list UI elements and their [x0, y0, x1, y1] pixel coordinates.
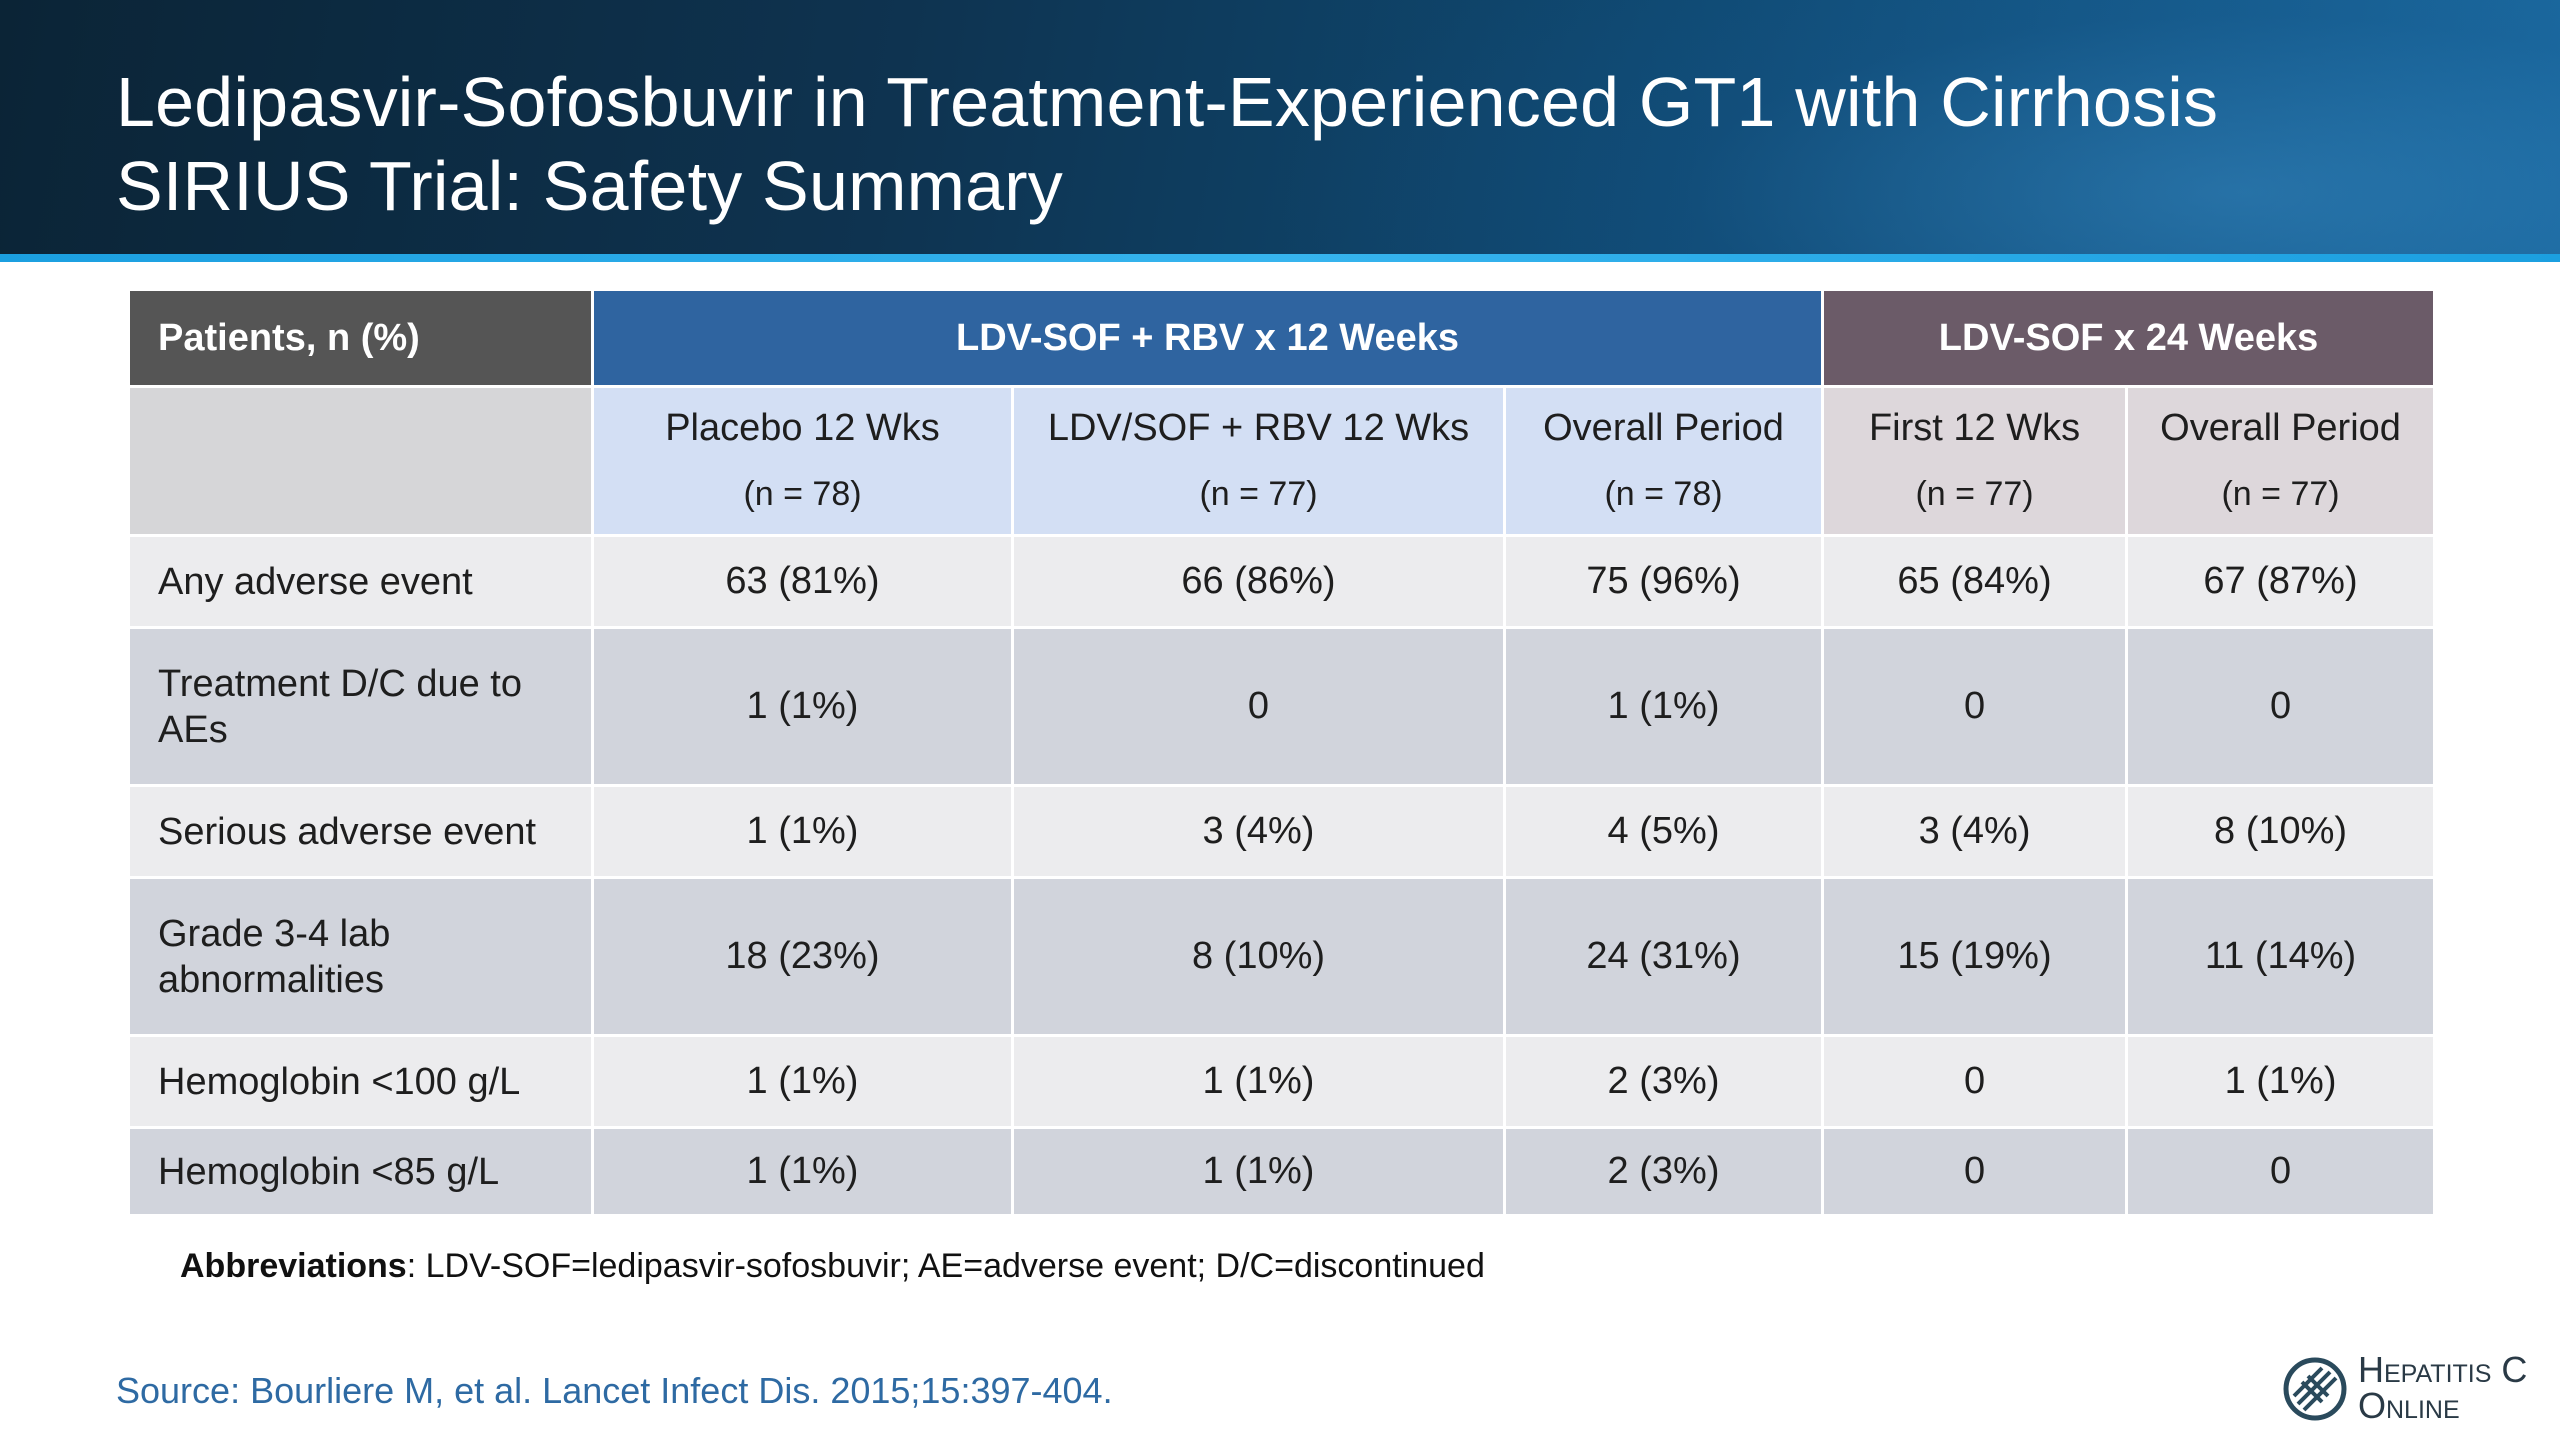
column-header-n: (n = 77)	[2221, 475, 2340, 513]
table-cell: 1 (1%)	[591, 784, 1014, 879]
table-row: Hemoglobin <85 g/L 1 (1%) 1 (1%) 2 (3%) …	[127, 1126, 2437, 1217]
table-cell: 3 (4%)	[1011, 784, 1506, 879]
hepatitis-c-online-logo-icon	[2283, 1357, 2347, 1421]
table-row: Any adverse event 63 (81%) 66 (86%) 75 (…	[127, 534, 2437, 629]
abbreviations-note: Abbreviations: LDV-SOF=ledipasvir-sofosb…	[180, 1247, 1485, 1286]
table-cell: 2 (3%)	[1502, 1034, 1825, 1129]
table-cell: 1 (1%)	[591, 1126, 1014, 1217]
column-header-ldv-sof-rbv-12-wks: LDV/SOF + RBV 12 Wks (n = 77)	[1011, 385, 1506, 537]
column-header-first-12-wks: First 12 Wks (n = 77)	[1821, 385, 2129, 537]
table-row: Grade 3-4 lab abnormalities 18 (23%) 8 (…	[127, 876, 2437, 1037]
column-header-n: (n = 77)	[1199, 475, 1318, 513]
table-cell: 66 (86%)	[1011, 534, 1506, 629]
column-header-label: Overall Period	[1543, 407, 1784, 449]
abbreviations-text: : LDV-SOF=ledipasvir-sofosbuvir; AE=adve…	[406, 1247, 1485, 1285]
table-row: Treatment D/C due to AEs 1 (1%) 0 1 (1%)…	[127, 626, 2437, 787]
column-header-placebo-12-wks: Placebo 12 Wks (n = 78)	[591, 385, 1014, 537]
column-header-overall-period-group2: Overall Period (n = 77)	[2125, 385, 2437, 537]
column-header-label: Overall Period	[2160, 407, 2401, 449]
table-cell: 1 (1%)	[1011, 1126, 1506, 1217]
table-cell: 15 (19%)	[1821, 876, 2129, 1037]
column-header-label: Placebo 12 Wks	[665, 407, 940, 449]
logo-line-2: Online	[2358, 1385, 2460, 1426]
logo-line-1: Hepatitis C	[2358, 1349, 2528, 1390]
table-cell: 1 (1%)	[1502, 626, 1825, 787]
row-label: Hemoglobin <100 g/L	[127, 1034, 594, 1129]
table-cell: 0	[2125, 626, 2437, 787]
table-cell: 1 (1%)	[2125, 1034, 2437, 1129]
safety-summary-table: Patients, n (%) LDV-SOF + RBV x 12 Weeks…	[127, 288, 2437, 1217]
row-label: Hemoglobin <85 g/L	[127, 1126, 594, 1217]
slide-title-line-2: SIRIUS Trial: Safety Summary	[116, 147, 1063, 225]
table-cell: 1 (1%)	[1011, 1034, 1506, 1129]
slide-title-line-1: Ledipasvir-Sofosbuvir in Treatment-Exper…	[116, 63, 2219, 141]
row-label: Any adverse event	[127, 534, 594, 629]
table-cell: 3 (4%)	[1821, 784, 2129, 879]
slide-title: Ledipasvir-Sofosbuvir in Treatment-Exper…	[116, 60, 2218, 228]
table-cell: 8 (10%)	[2125, 784, 2437, 879]
corner-header: Patients, n (%)	[127, 288, 594, 388]
table-cell: 0	[1821, 1126, 2129, 1217]
table-cell: 4 (5%)	[1502, 784, 1825, 879]
table-cell: 67 (87%)	[2125, 534, 2437, 629]
subheader-empty-cell	[127, 385, 594, 537]
table-cell: 0	[1011, 626, 1506, 787]
table-cell: 1 (1%)	[591, 1034, 1014, 1129]
row-label: Serious adverse event	[127, 784, 594, 879]
table-cell: 75 (96%)	[1502, 534, 1825, 629]
abbreviations-label: Abbreviations	[180, 1247, 407, 1285]
source-citation: Source: Bourliere M, et al. Lancet Infec…	[116, 1370, 1113, 1411]
column-header-label: First 12 Wks	[1868, 407, 2081, 449]
table-row: Hemoglobin <100 g/L 1 (1%) 1 (1%) 2 (3%)…	[127, 1034, 2437, 1129]
column-header-n: (n = 78)	[743, 475, 862, 513]
table-cell: 11 (14%)	[2125, 876, 2437, 1037]
row-label: Treatment D/C due to AEs	[127, 626, 594, 787]
table-cell: 0	[2125, 1126, 2437, 1217]
title-banner: Ledipasvir-Sofosbuvir in Treatment-Exper…	[0, 0, 2560, 262]
hepatitis-c-online-logo: Hepatitis C Online	[2282, 1352, 2532, 1424]
table-cell: 1 (1%)	[591, 626, 1014, 787]
table-subheader-row: Placebo 12 Wks (n = 78) LDV/SOF + RBV 12…	[127, 385, 2437, 537]
table-cell: 65 (84%)	[1821, 534, 2129, 629]
column-header-overall-period-group1: Overall Period (n = 78)	[1502, 385, 1825, 537]
table-cell: 24 (31%)	[1502, 876, 1825, 1037]
table-row: Serious adverse event 1 (1%) 3 (4%) 4 (5…	[127, 784, 2437, 879]
column-header-n: (n = 77)	[1915, 475, 2034, 513]
table-header-row: Patients, n (%) LDV-SOF + RBV x 12 Weeks…	[127, 288, 2437, 388]
table-cell: 0	[1821, 1034, 2129, 1129]
table-cell: 18 (23%)	[591, 876, 1014, 1037]
column-header-label: LDV/SOF + RBV 12 Wks	[1047, 407, 1470, 449]
row-label: Grade 3-4 lab abnormalities	[127, 876, 594, 1037]
column-header-n: (n = 78)	[1604, 475, 1723, 513]
logo-text: Hepatitis C Online	[2358, 1352, 2527, 1424]
table-cell: 8 (10%)	[1011, 876, 1506, 1037]
group-header-ldv-sof-rbv-12-weeks: LDV-SOF + RBV x 12 Weeks	[590, 288, 1825, 388]
table-cell: 0	[1821, 626, 2129, 787]
table-cell: 2 (3%)	[1502, 1126, 1825, 1217]
table-cell: 63 (81%)	[591, 534, 1014, 629]
group-header-ldv-sof-24-weeks: LDV-SOF x 24 Weeks	[1821, 288, 2437, 388]
